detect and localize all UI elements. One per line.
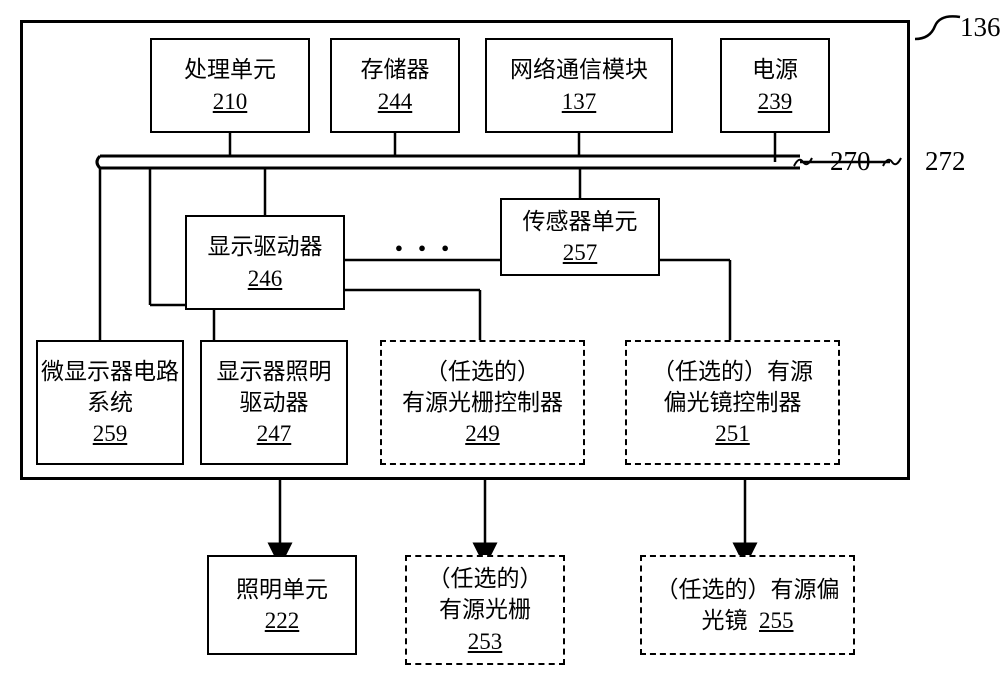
sensor-unit-block: 传感器单元257: [500, 198, 660, 276]
memory-block: 存储器244: [330, 38, 460, 133]
microdisplay-circuitry-block: 微显示器电路系统259: [36, 340, 184, 465]
label: 存储器: [361, 54, 430, 85]
active-polarizer-block: （任选的）有源偏光镜 255: [640, 555, 855, 655]
ref-num: 249: [465, 418, 500, 449]
label: （任选的）有源偏光镜 255: [656, 574, 840, 636]
label: 电源: [752, 54, 798, 85]
outer-ref-label: 136: [960, 12, 1000, 43]
network-comm-module-block: 网络通信模块137: [485, 38, 673, 133]
ref-num: 259: [93, 418, 128, 449]
illumination-unit-block: 照明单元222: [207, 555, 357, 655]
ref-num: 222: [265, 605, 300, 636]
active-polarizer-controller-block: （任选的）有源偏光镜控制器251: [625, 340, 840, 465]
label: （任选的）有源偏光镜控制器: [652, 356, 813, 418]
power-supply-block: 电源239: [720, 38, 830, 133]
label: 微显示器电路系统: [41, 356, 179, 418]
ref-num: 251: [715, 418, 750, 449]
processing-unit-block: 处理单元210: [150, 38, 310, 133]
label: （任选的）有源光栅: [428, 563, 543, 625]
label: 处理单元: [184, 54, 276, 85]
active-grating-block: （任选的）有源光栅253: [405, 555, 565, 665]
ref-num: 239: [758, 86, 793, 117]
label: 显示器照明驱动器: [217, 356, 332, 418]
diagram-canvas: 136 270 272 ● ● ● 处理单元210 存储器244 网络通信模块1…: [0, 0, 1000, 693]
ref-num: 244: [378, 86, 413, 117]
ref-num: 210: [213, 86, 248, 117]
label: （任选的）有源光栅控制器: [402, 356, 563, 418]
active-grating-controller-block: （任选的）有源光栅控制器249: [380, 340, 585, 465]
ref-num: 137: [562, 86, 597, 117]
display-driver-block: 显示驱动器246: [185, 215, 345, 310]
ellipsis: ● ● ●: [395, 240, 455, 256]
ref-num: 257: [563, 237, 598, 268]
bus-label-270: 270: [830, 146, 871, 177]
label: 显示驱动器: [208, 231, 323, 262]
display-illum-driver-block: 显示器照明驱动器247: [200, 340, 348, 465]
label: 传感器单元: [523, 206, 638, 237]
ref-num: 253: [468, 626, 503, 657]
wire-label-272: 272: [925, 146, 966, 177]
ref-num: 247: [257, 418, 292, 449]
label: 照明单元: [236, 574, 328, 605]
ref-num: 246: [248, 263, 283, 294]
label: 网络通信模块: [510, 54, 648, 85]
